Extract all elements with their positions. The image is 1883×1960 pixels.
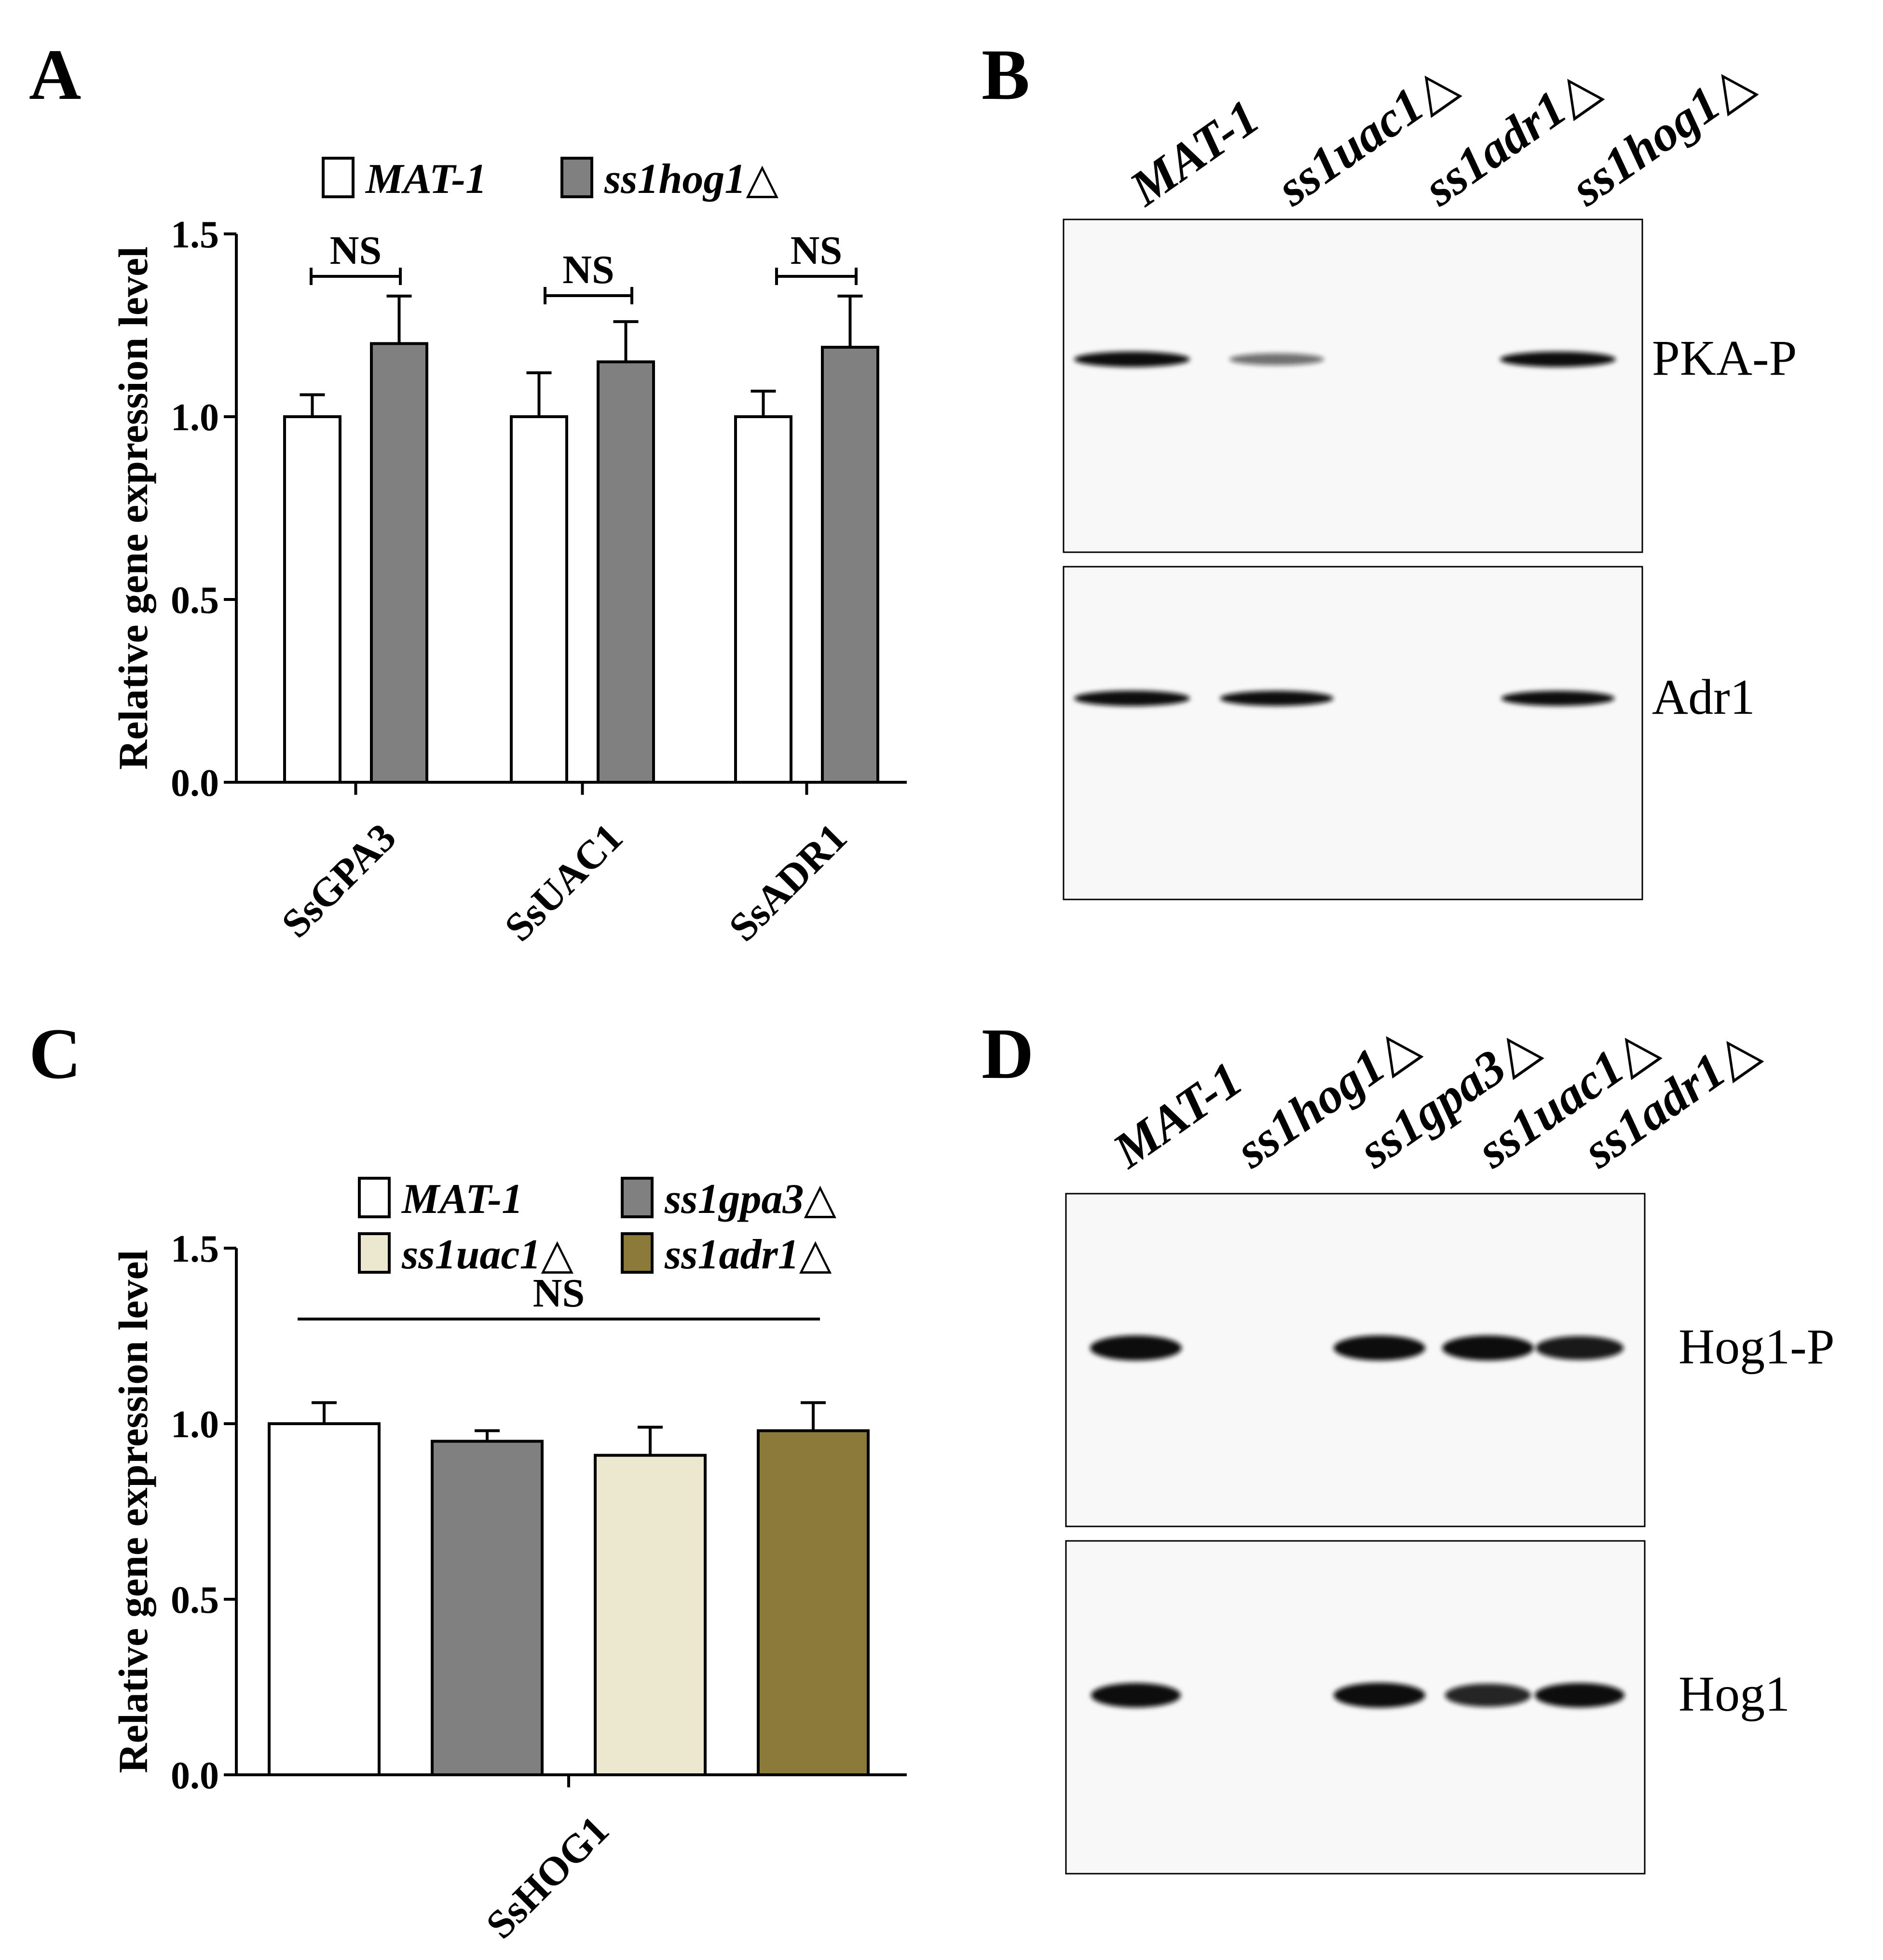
category-label: SsUAC1 [496, 815, 631, 950]
bar [370, 342, 428, 784]
panel-letter-a: A [29, 35, 81, 115]
y-tick-label: 0.0 [171, 762, 219, 804]
blot-band [1074, 352, 1190, 367]
blot-membrane [1065, 1540, 1646, 1875]
bar [510, 415, 568, 784]
legend-label: ss1uac1△ [401, 1229, 574, 1279]
blot-row-label: Hog1 [1678, 1666, 1790, 1722]
legend-swatch [560, 157, 593, 198]
legend-label: MAT-1 [401, 1176, 523, 1223]
bar [431, 1440, 544, 1776]
y-tick-label: 0.5 [171, 579, 219, 622]
legend-swatch [621, 1177, 654, 1218]
panel-letter-d: D [982, 1014, 1034, 1094]
category-label: SsADR1 [721, 815, 856, 950]
blot-band [1229, 353, 1324, 366]
y-axis-label: Relative gene expression level [110, 246, 156, 770]
y-tick-label: 1.0 [171, 396, 219, 439]
category-label: SsGPA3 [273, 815, 405, 947]
bar [268, 1422, 381, 1776]
significance-label: NS [330, 228, 382, 273]
blot-band [1534, 1683, 1625, 1708]
chart-a: 0.0 0.5 1.0 1.5 Relative gene expression lev… [110, 153, 907, 950]
bar [597, 360, 655, 784]
blot-membrane [1063, 566, 1643, 900]
blot-band [1501, 691, 1615, 706]
blot-band [1334, 1683, 1425, 1708]
significance-label: NS [791, 228, 842, 273]
legend-swatch [358, 1177, 391, 1218]
significance-label: NS [533, 1271, 585, 1316]
blot-band [1500, 352, 1616, 367]
category-label: SsHOG1 [478, 1808, 617, 1947]
lane-label: MAT-1 [1119, 89, 1269, 217]
significance-label: NS [562, 247, 614, 292]
blot-band [1220, 691, 1334, 706]
chart-c: 0.0 0.5 1.0 1.5 Relative gene expression lev… [110, 1173, 907, 1947]
bar [757, 1429, 870, 1777]
legend-swatch [322, 157, 355, 198]
legend-label: ss1gpa3△ [664, 1173, 837, 1223]
blot-band [1442, 1335, 1534, 1361]
y-tick-label: 1.5 [171, 1228, 219, 1270]
blot-row-label: PKA-P [1652, 330, 1797, 386]
blot-row-label: Hog1-P [1678, 1319, 1835, 1375]
y-tick-label: 0.0 [171, 1755, 219, 1797]
lane-label: ss1hog1△ [1560, 51, 1762, 218]
blot-membrane [1065, 1193, 1646, 1527]
legend-swatch [358, 1232, 391, 1274]
panel-letter-b: B [982, 35, 1030, 115]
blot-row-label: Adr1 [1652, 669, 1755, 725]
legend-label: ss1adr1△ [664, 1229, 832, 1279]
lane-label: MAT-1 [1103, 1051, 1253, 1179]
bar [594, 1454, 707, 1776]
panel-letter-c: C [29, 1014, 81, 1094]
bar [283, 415, 341, 784]
blot-band [1535, 1336, 1624, 1360]
blot-band [1090, 1335, 1182, 1361]
legend-label: ss1hog1△ [604, 153, 778, 203]
bar [821, 345, 879, 784]
blot-band [1074, 691, 1190, 706]
blot-membrane [1063, 218, 1643, 553]
blot-panel-d: MAT-1ss1hog1△ss1gpa3△ss1uac1△ss1adr1△Hog… [1065, 1013, 1835, 1875]
legend-label: MAT-1 [365, 156, 487, 203]
blot-band [1445, 1683, 1531, 1707]
y-axis-label: Relative gene expression level [110, 1250, 156, 1773]
legend-swatch [621, 1232, 654, 1274]
blot-band [1091, 1683, 1181, 1708]
y-tick-label: 1.5 [171, 214, 219, 256]
blot-band [1334, 1335, 1425, 1361]
bar [734, 415, 792, 784]
y-tick-label: 0.5 [171, 1579, 219, 1621]
y-tick-label: 1.0 [171, 1403, 219, 1446]
